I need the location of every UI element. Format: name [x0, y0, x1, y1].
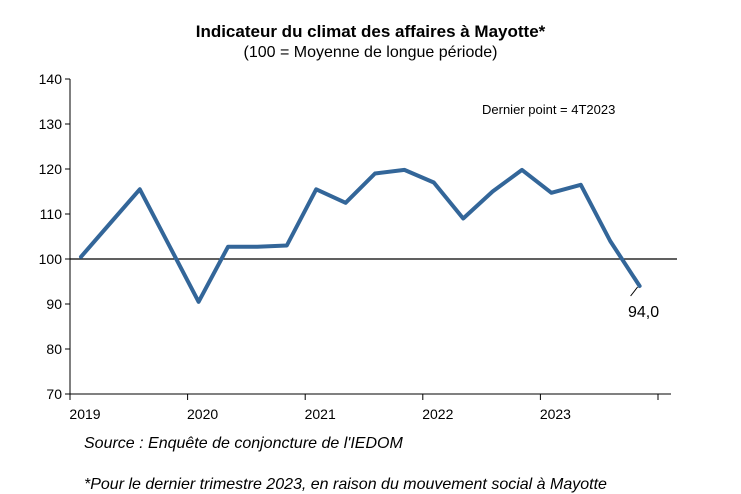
line-chart: 70 80 90 100 110 120 130 140 2019 2020 2021 2022 202… [0, 0, 741, 430]
x-tick-label: 2021 [305, 406, 336, 422]
series-line [81, 170, 640, 302]
y-tick-label: 90 [46, 296, 62, 312]
y-tick-label: 140 [39, 71, 63, 87]
last-value-leader [631, 287, 638, 296]
last-point-note: Dernier point = 4T2023 [482, 102, 615, 117]
y-tick-label: 130 [39, 116, 63, 132]
footnote: *Pour le dernier trimestre 2023, en rais… [84, 476, 607, 494]
last-value-label: 94,0 [628, 304, 659, 322]
y-tick-label: 100 [39, 251, 63, 267]
chart-axes: 70 80 90 100 110 120 130 140 2019 2020 2021 2022 202… [39, 71, 671, 422]
y-tick-label: 70 [46, 386, 62, 402]
y-tick-label: 110 [40, 206, 63, 222]
x-tick-label: 2019 [69, 406, 100, 422]
x-tick-label: 2022 [422, 406, 453, 422]
x-tick-label: 2023 [540, 406, 571, 422]
y-tick-label: 80 [46, 341, 62, 357]
y-tick-label: 120 [39, 161, 63, 177]
x-tick-label: 2020 [187, 406, 218, 422]
source-note: Source : Enquête de conjoncture de l'IED… [84, 435, 403, 453]
chart-marks [70, 170, 677, 302]
